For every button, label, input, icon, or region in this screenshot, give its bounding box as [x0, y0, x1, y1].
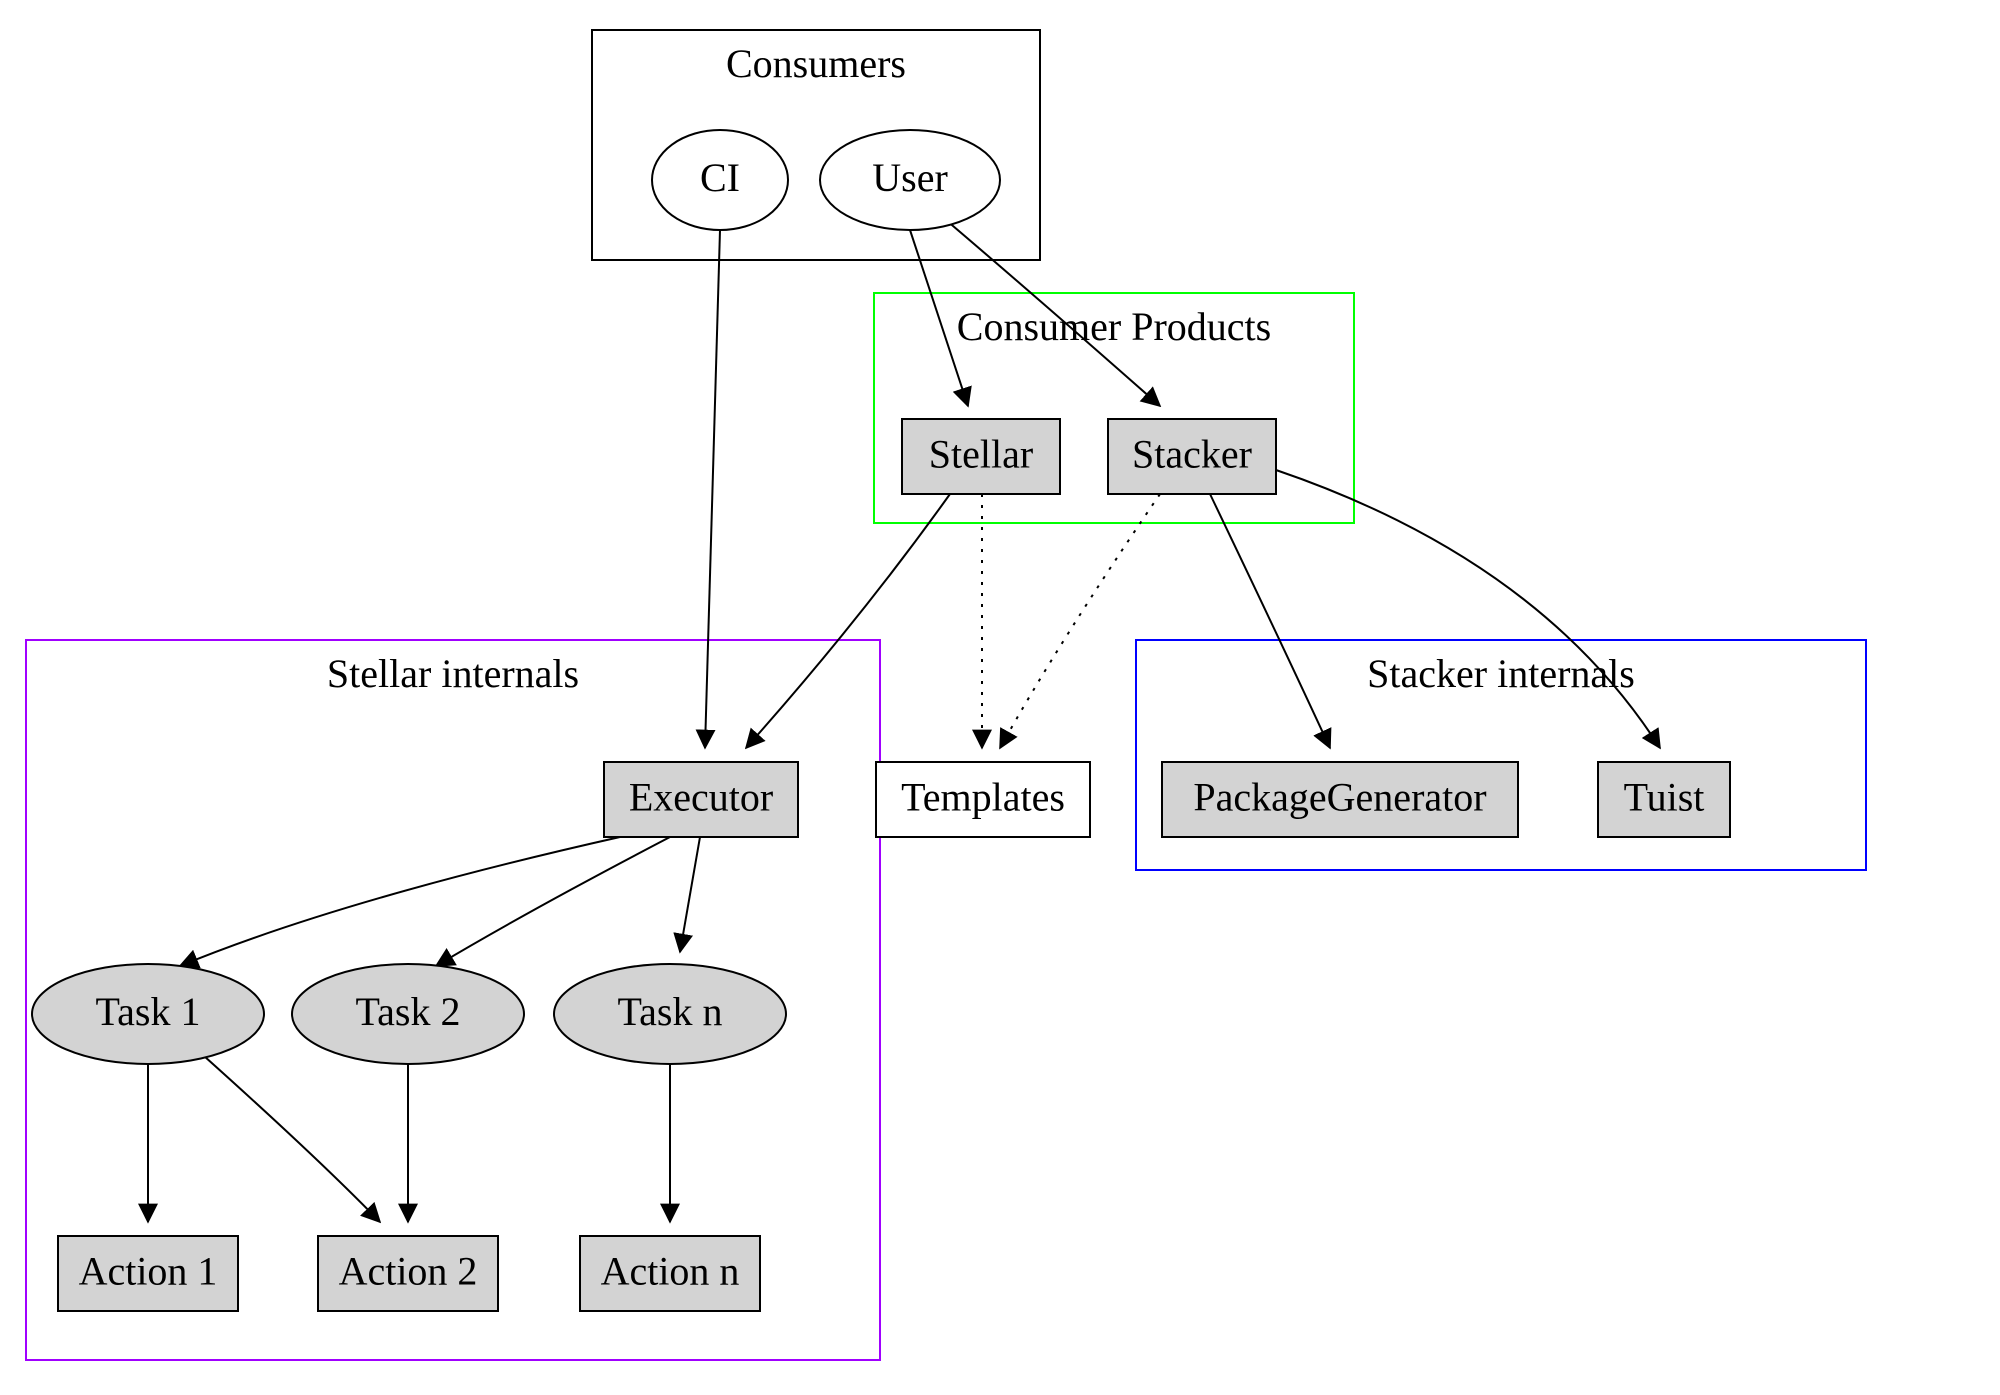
- node-executor: Executor: [604, 762, 798, 837]
- edge-stellar-to-executor: [746, 494, 950, 748]
- cluster-label-stacker_internals: Stacker internals: [1367, 651, 1635, 696]
- node-action2: Action 2: [318, 1236, 498, 1311]
- node-label-pkggen: PackageGenerator: [1193, 775, 1486, 820]
- node-label-taskn: Task n: [618, 989, 723, 1034]
- edge-executor-to-task2: [436, 837, 670, 966]
- cluster-label-consumers: Consumers: [726, 41, 906, 86]
- architecture-diagram: Consumers Consumer Products Stellar intern…: [0, 0, 2000, 1395]
- edge-executor-to-task1: [180, 837, 620, 966]
- node-action1: Action 1: [58, 1236, 238, 1311]
- node-pkggen: PackageGenerator: [1162, 762, 1518, 837]
- node-stacker: Stacker: [1108, 419, 1276, 494]
- node-label-task1: Task 1: [96, 989, 201, 1034]
- node-label-actionn: Action n: [601, 1249, 740, 1294]
- node-user: User: [820, 130, 1000, 230]
- edge-task1-to-action2: [204, 1056, 380, 1222]
- edge-stacker-to-tuist: [1276, 470, 1660, 748]
- node-stellar: Stellar: [902, 419, 1060, 494]
- node-label-stellar: Stellar: [929, 432, 1033, 477]
- node-taskn: Task n: [554, 964, 786, 1064]
- node-label-ci: CI: [700, 155, 740, 200]
- node-templates: Templates: [876, 762, 1090, 837]
- node-label-stacker: Stacker: [1132, 432, 1252, 477]
- node-task1: Task 1: [32, 964, 264, 1064]
- node-label-templates: Templates: [901, 775, 1065, 820]
- cluster-label-stellar_internals: Stellar internals: [327, 651, 579, 696]
- node-label-action1: Action 1: [79, 1249, 218, 1294]
- node-label-executor: Executor: [629, 775, 773, 820]
- node-label-user: User: [872, 155, 948, 200]
- node-ci: CI: [652, 130, 788, 230]
- node-label-task2: Task 2: [356, 989, 461, 1034]
- node-label-tuist: Tuist: [1624, 775, 1705, 820]
- node-task2: Task 2: [292, 964, 524, 1064]
- edge-ci-to-executor: [705, 230, 720, 748]
- node-actionn: Action n: [580, 1236, 760, 1311]
- node-label-action2: Action 2: [339, 1249, 478, 1294]
- edge-executor-to-taskn: [680, 837, 700, 952]
- cluster-label-consumer_products: Consumer Products: [957, 304, 1271, 349]
- node-tuist: Tuist: [1598, 762, 1730, 837]
- edge-stacker-to-pkggen: [1210, 494, 1330, 748]
